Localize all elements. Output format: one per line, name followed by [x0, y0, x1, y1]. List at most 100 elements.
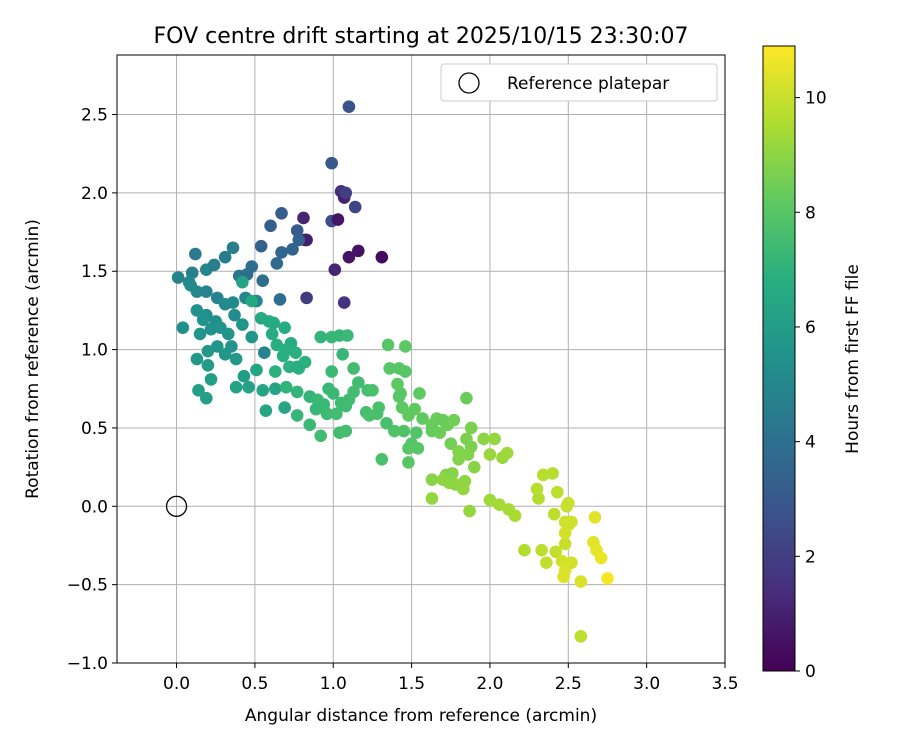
data-point	[184, 279, 197, 292]
data-point	[237, 369, 251, 383]
data-point	[352, 244, 365, 258]
x-tick-label: 3.5	[711, 674, 738, 694]
data-point	[433, 426, 447, 439]
data-point	[204, 373, 218, 386]
data-point	[290, 385, 304, 399]
data-point	[561, 496, 575, 510]
data-point	[601, 572, 614, 585]
data-point	[336, 347, 349, 361]
data-point	[339, 186, 353, 200]
data-point	[558, 537, 572, 551]
colorbar-tick-label: 4	[805, 433, 816, 453]
data-point	[218, 250, 232, 264]
data-points	[171, 100, 614, 643]
data-point	[290, 409, 304, 422]
data-point	[331, 213, 345, 226]
y-tick-label: −1.0	[67, 654, 108, 674]
data-point	[467, 460, 481, 474]
data-point	[207, 258, 221, 272]
legend: Reference platepar	[440, 63, 718, 102]
y-tick-label: 1.0	[81, 341, 108, 361]
chart-title: FOV centre drift starting at 2025/10/15 …	[154, 24, 689, 49]
data-point	[594, 551, 608, 565]
data-point	[190, 304, 204, 317]
data-point	[388, 424, 401, 438]
colorbar-tick-label: 6	[805, 318, 816, 338]
y-axis-ticks: −1.0 −0.5 0.0 0.5 1.0 1.5 2.0 2.5	[67, 106, 117, 674]
data-point	[416, 412, 429, 425]
data-point	[488, 432, 501, 446]
data-point	[328, 263, 342, 276]
data-point	[228, 308, 241, 322]
colorbar: 0 2 4 6 8 10 Hours from first FF file	[762, 45, 863, 682]
data-point	[402, 409, 415, 422]
data-point	[314, 429, 328, 443]
data-point	[330, 407, 343, 421]
data-point	[259, 404, 273, 418]
plot-frame	[116, 54, 726, 664]
colorbar-label: Hours from first FF file	[843, 264, 863, 454]
data-point	[256, 274, 270, 287]
data-point	[413, 387, 426, 400]
data-point	[250, 363, 263, 377]
data-point	[190, 352, 204, 366]
data-point	[402, 442, 415, 455]
data-point	[268, 365, 282, 378]
data-point	[171, 271, 185, 284]
data-point	[444, 437, 458, 450]
data-point	[290, 360, 304, 374]
data-point	[229, 352, 243, 366]
data-point	[242, 380, 255, 394]
data-point	[452, 452, 465, 466]
data-point	[275, 206, 288, 220]
data-point	[508, 509, 522, 523]
data-point	[483, 493, 497, 507]
data-point	[535, 543, 548, 557]
x-axis-label: Angular distance from reference (arcmin)	[245, 706, 597, 726]
data-point	[518, 543, 531, 557]
colorbar-tick-label: 2	[805, 547, 816, 567]
data-point	[264, 219, 277, 233]
data-point	[229, 380, 243, 394]
data-point	[300, 291, 313, 305]
data-point	[325, 330, 338, 344]
data-point	[460, 391, 473, 405]
data-point	[325, 365, 338, 378]
data-point	[380, 416, 393, 430]
data-point	[204, 322, 218, 336]
data-point	[200, 391, 213, 405]
data-point	[279, 380, 293, 394]
data-point	[461, 448, 475, 461]
data-point	[337, 296, 351, 309]
data-point	[320, 407, 334, 421]
data-point	[342, 100, 356, 114]
data-point	[245, 330, 259, 344]
data-point	[540, 556, 553, 570]
data-point	[366, 384, 379, 397]
x-tick-label: 0.5	[241, 674, 268, 694]
y-tick-label: 0.5	[81, 419, 108, 439]
data-point	[375, 452, 389, 466]
data-point	[290, 224, 304, 237]
data-point	[342, 250, 356, 264]
data-point	[397, 424, 411, 438]
data-point	[236, 318, 249, 331]
data-point	[278, 401, 291, 414]
data-point	[270, 338, 284, 352]
data-point	[265, 327, 279, 341]
data-point	[551, 485, 564, 499]
data-point	[201, 344, 215, 358]
data-point	[257, 346, 271, 360]
data-point	[325, 156, 338, 170]
data-point	[348, 200, 362, 214]
y-tick-label: 2.5	[81, 106, 108, 126]
data-point	[189, 247, 202, 261]
x-tick-label: 2.0	[476, 674, 503, 694]
data-point	[176, 321, 190, 334]
data-point	[286, 243, 299, 256]
data-point	[268, 382, 282, 396]
data-point	[297, 211, 310, 225]
data-point	[536, 468, 550, 482]
data-point	[375, 250, 389, 264]
